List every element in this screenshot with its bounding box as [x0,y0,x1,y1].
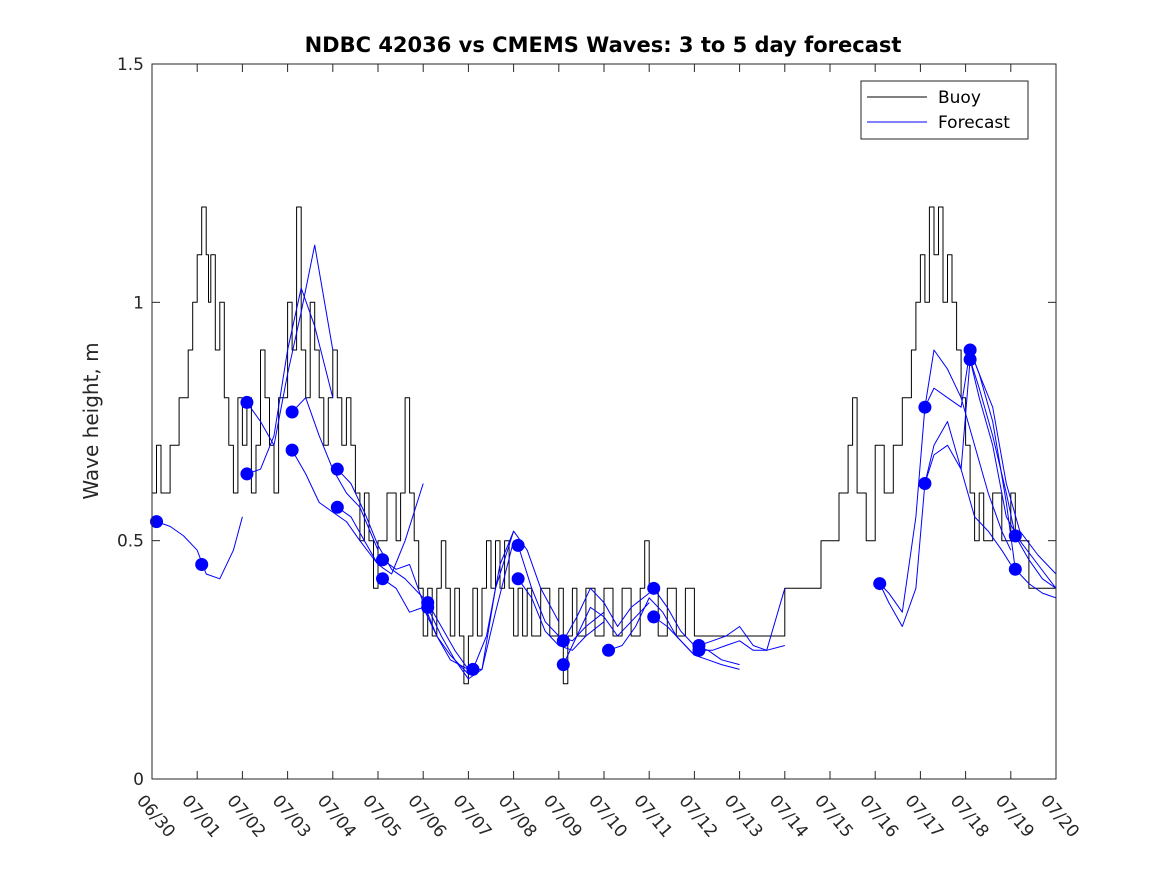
legend: Buoy Forecast [860,80,1029,140]
buoy-series-line [152,206,1056,685]
forecast-series-line [879,349,1012,613]
forecast-series-line [517,578,605,651]
forecast-start-marker [195,558,209,571]
forecast-start-marker [647,581,661,595]
forecast-series-line [337,483,424,575]
forecast-series-line [879,421,1012,627]
forecast-series-line [246,244,334,446]
forecast-series-line [562,602,650,665]
forecast-start-marker [330,500,344,514]
forecast-start-marker [556,658,570,672]
forecast-series-line [969,359,1056,589]
forecast-start-marker [918,400,932,414]
forecast-series-line [246,287,334,475]
forecast-series-line [472,530,560,670]
forecast-start-marker [602,643,616,657]
forecast-series-line [517,545,605,642]
y-tick-label: 1 [133,293,144,313]
forecast-start-marker [556,634,570,648]
forecast-start-marker [330,462,344,476]
forecast-start-marker [240,467,254,481]
forecast-start-marker [1008,529,1022,543]
forecast-series-line [336,468,424,599]
forecast-start-marker [285,405,299,419]
forecast-start-marker [963,353,977,367]
forecast-start-marker [240,395,254,409]
forecast-start-marker [376,572,390,586]
forecast-series-line [653,616,740,670]
forecast-series-line [698,640,785,651]
forecast-series-line [427,540,515,680]
forecast-start-marker [511,572,525,586]
legend-buoy-label: Buoy [938,88,981,108]
legend-box [860,80,1029,140]
forecast-start-marker [918,476,932,490]
y-axis-label: Wave height, m [79,342,103,499]
forecast-start-marker [1008,562,1022,576]
legend-forecast-label: Forecast [938,113,1010,133]
forecast-start-marker [873,577,887,591]
y-tick-label: 0.5 [117,532,144,552]
chart-title: NDBC 42036 vs CMEMS Waves: 3 to 5 day fo… [305,33,902,57]
forecast-series-line [291,449,379,565]
forecast-series-line [924,359,1056,589]
forecast-series-line [562,587,650,642]
marker-layer [150,343,1022,676]
forecast-start-marker [963,343,977,357]
y-tick-label: 0 [133,770,144,790]
forecast-start-marker [150,515,164,529]
forecast-start-marker [692,643,706,657]
forecast-start-marker [466,662,480,676]
y-tick-label: 1.5 [117,55,144,75]
forecast-start-marker [421,600,435,614]
forecast-start-marker [647,610,661,624]
forecast-start-marker [511,538,525,552]
forecast-start-marker [285,443,299,457]
y-axis: 0 0.5 1 1.5 [117,55,1056,790]
forecast-start-marker [376,553,390,567]
